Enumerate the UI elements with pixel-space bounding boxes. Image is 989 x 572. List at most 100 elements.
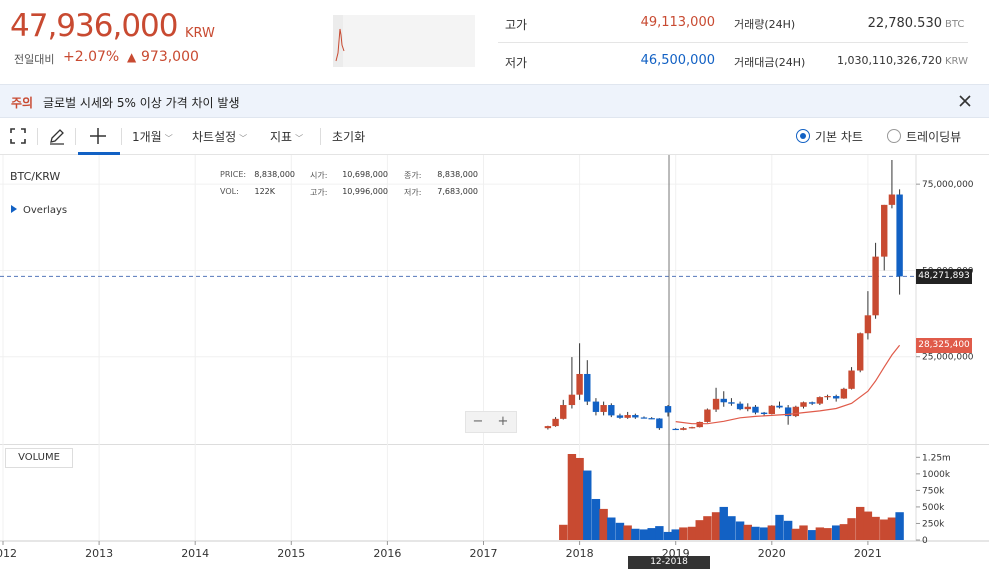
volume-bar	[815, 527, 825, 540]
candle-body	[720, 398, 727, 403]
candle-body	[600, 405, 607, 412]
chart-toolbar: 1개월 ﹀ 차트설정 ﹀ 지표 ﹀ 초기화 기본 차트 트레이딩뷰	[0, 118, 989, 155]
candle-body	[864, 315, 872, 334]
reset-button[interactable]: 초기화	[332, 130, 366, 144]
candle-body	[840, 388, 848, 399]
toolbar-divider	[320, 128, 321, 145]
y-tick-label: 25,000,000	[922, 353, 974, 363]
interval-dropdown[interactable]: 1개월 ﹀	[132, 130, 173, 144]
volume-bar	[591, 498, 601, 540]
turnover-label: 거래대금(24H)	[734, 56, 806, 69]
volume-tick-label: 1000k	[922, 470, 951, 480]
x-tick-label: 2012	[0, 547, 17, 560]
volume-label: 거래량(24H)	[734, 18, 796, 31]
notice-tag: 주의	[11, 96, 34, 110]
close-icon[interactable]	[955, 91, 975, 111]
chevron-down-icon: ﹀	[164, 134, 173, 143]
candle-body	[800, 402, 807, 407]
tradingview-radio[interactable]	[887, 129, 901, 143]
candle-body	[568, 394, 576, 406]
candle-body	[896, 194, 903, 277]
candle-body	[616, 415, 624, 418]
moving-average-line	[675, 344, 901, 425]
turnover-unit: KRW	[945, 56, 968, 67]
volume-button[interactable]: VOLUME	[5, 448, 73, 468]
volume-bar	[863, 511, 873, 540]
volume-bar	[871, 516, 880, 540]
expand-triangle-icon	[11, 205, 17, 213]
volume-bar	[735, 521, 745, 540]
price-gap-notice: 주의 글로벌 시세와 5% 이상 가격 차이 발생	[0, 84, 989, 118]
volume-bar	[831, 525, 841, 540]
volume-bar	[711, 512, 721, 540]
candle-body	[632, 415, 639, 418]
candle-body	[704, 409, 711, 422]
change-amount: 973,000	[141, 49, 199, 65]
volume-bar	[703, 516, 712, 540]
ticker-header: 47,936,000 KRW 전일대비 +2.07% ▲ 973,000 고가 …	[0, 0, 989, 84]
volume-tick-label: 250k	[922, 519, 945, 529]
zoom-controls: − +	[465, 411, 517, 433]
volume-bar	[559, 524, 568, 540]
candle-body	[712, 398, 720, 410]
candle-body	[824, 396, 831, 398]
tradingview-label[interactable]: 트레이딩뷰	[906, 130, 962, 144]
zoom-out-button[interactable]: −	[472, 414, 484, 429]
pair-label: BTC/KRW	[10, 170, 61, 183]
crosshair-icon[interactable]	[88, 126, 108, 146]
overlays-toggle[interactable]: Overlays	[11, 205, 67, 216]
volume-bar	[719, 506, 728, 540]
change-label: 전일대비	[14, 53, 55, 66]
candle-body	[544, 426, 552, 429]
sparkline-line	[335, 28, 345, 62]
legend-open-label: 시가:	[310, 171, 328, 180]
volume-bar	[655, 526, 664, 540]
volume-bar	[671, 529, 680, 540]
fullscreen-icon[interactable]	[8, 126, 28, 146]
volume-bar	[639, 529, 649, 540]
change-percent: +2.07%	[63, 49, 120, 65]
volume-unit: BTC	[945, 19, 965, 30]
price-chart[interactable]: 2012201320142015201620172018201920202021…	[0, 155, 989, 572]
chart-settings-dropdown[interactable]: 차트설정 ﹀	[192, 130, 248, 144]
volume-bar	[759, 527, 769, 540]
candle-body	[608, 405, 615, 416]
volume-bar	[767, 525, 776, 540]
candle-body	[752, 406, 759, 413]
volume-value: 22,780.530	[867, 16, 942, 31]
last-price-tag: 48,271,893	[916, 269, 972, 285]
up-arrow-icon: ▲	[127, 50, 137, 64]
x-tick-label: 2017	[470, 547, 498, 560]
low-label: 저가	[505, 56, 528, 70]
turnover-value: 1,030,110,326,720	[837, 54, 942, 67]
volume-bar	[687, 526, 697, 540]
sparkline-shade	[333, 15, 343, 67]
candle-body	[656, 418, 663, 429]
volume-bar	[791, 528, 801, 540]
legend-high: 10,996,000	[342, 187, 388, 196]
legend-price-label: PRICE:	[220, 170, 247, 179]
x-tick-label: 2016	[373, 547, 401, 560]
candle-body	[648, 418, 655, 420]
legend-close-label: 종가:	[404, 171, 422, 180]
legend-vol: 122K	[254, 187, 275, 196]
candle-body	[560, 405, 567, 419]
chevron-down-icon: ﹀	[239, 134, 248, 143]
chevron-down-icon: ﹀	[295, 134, 304, 143]
candle-body	[776, 405, 783, 408]
indicators-dropdown[interactable]: 지표 ﹀	[270, 130, 304, 144]
toolbar-divider	[37, 128, 38, 145]
basic-chart-radio[interactable]	[796, 129, 810, 143]
volume-bar	[887, 517, 897, 540]
notice-text: 글로벌 시세와 5% 이상 가격 차이 발생	[43, 96, 240, 110]
zoom-in-button[interactable]: +	[497, 414, 509, 429]
pencil-icon[interactable]	[47, 126, 67, 146]
basic-chart-label[interactable]: 기본 차트	[815, 130, 863, 144]
candle-body	[584, 373, 591, 402]
candle-body	[664, 406, 672, 413]
volume-tick-label: 500k	[922, 503, 945, 513]
x-tick-label: 2018	[566, 547, 594, 560]
volume-bar	[807, 530, 817, 540]
candle-body	[640, 417, 648, 419]
candle-body	[768, 405, 775, 415]
